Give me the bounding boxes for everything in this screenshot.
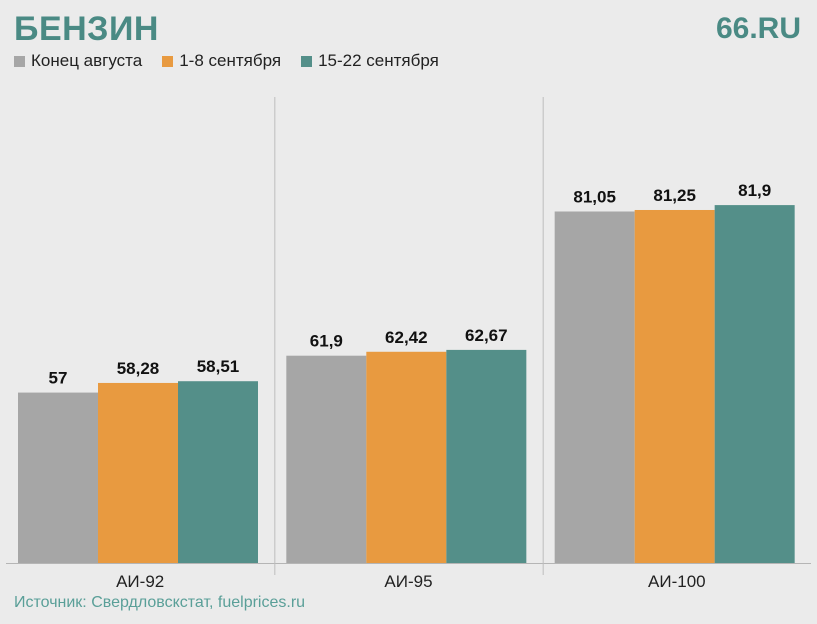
bar-value-label: 62,67 [465, 326, 508, 345]
legend: Конец августа 1-8 сентября 15-22 сентябр… [14, 51, 439, 71]
bar-value-label: 57 [49, 369, 68, 388]
chart-title: БЕНЗИН [14, 10, 159, 48]
bar-value-label: 81,05 [573, 187, 616, 206]
bar-value-label: 62,42 [385, 328, 428, 347]
legend-item-3: 15-22 сентября [301, 51, 439, 71]
bar-2-1 [98, 382, 178, 563]
bar-1-2 [286, 355, 367, 563]
bar-value-label: 81,9 [738, 181, 771, 200]
bar-3-2 [446, 349, 527, 563]
bar-value-label: 58,28 [117, 359, 160, 378]
legend-swatch-3 [301, 55, 313, 67]
legend-label-1: Конец августа [31, 51, 143, 70]
bar-value-label: 81,25 [653, 186, 696, 205]
bar-3-1 [178, 381, 258, 563]
bar-3-3 [714, 205, 795, 563]
legend-swatch-1 [14, 55, 25, 67]
brand-logo: 66.RU [715, 12, 801, 45]
x-tick-label: АИ-92 [116, 572, 164, 591]
bar-1-1 [18, 392, 98, 563]
bar-2-3 [634, 209, 715, 564]
bar-value-label: 58,51 [197, 357, 240, 376]
x-tick-label: АИ-100 [648, 572, 706, 591]
x-tick-label: АИ-95 [384, 572, 432, 591]
source-note: Источник: Свердловскстат, fuelprices.ru [14, 594, 306, 611]
legend-label-3: 15-22 сентября [318, 51, 439, 70]
legend-swatch-2 [162, 55, 174, 67]
legend-item-1: Конец августа [14, 51, 142, 71]
legend-label-2: 1-8 сентября [179, 51, 282, 70]
bar-1-3 [554, 211, 635, 563]
bar-2-2 [366, 351, 447, 563]
legend-item-2: 1-8 сентября [162, 51, 281, 71]
bar-value-label: 61,9 [310, 332, 343, 351]
